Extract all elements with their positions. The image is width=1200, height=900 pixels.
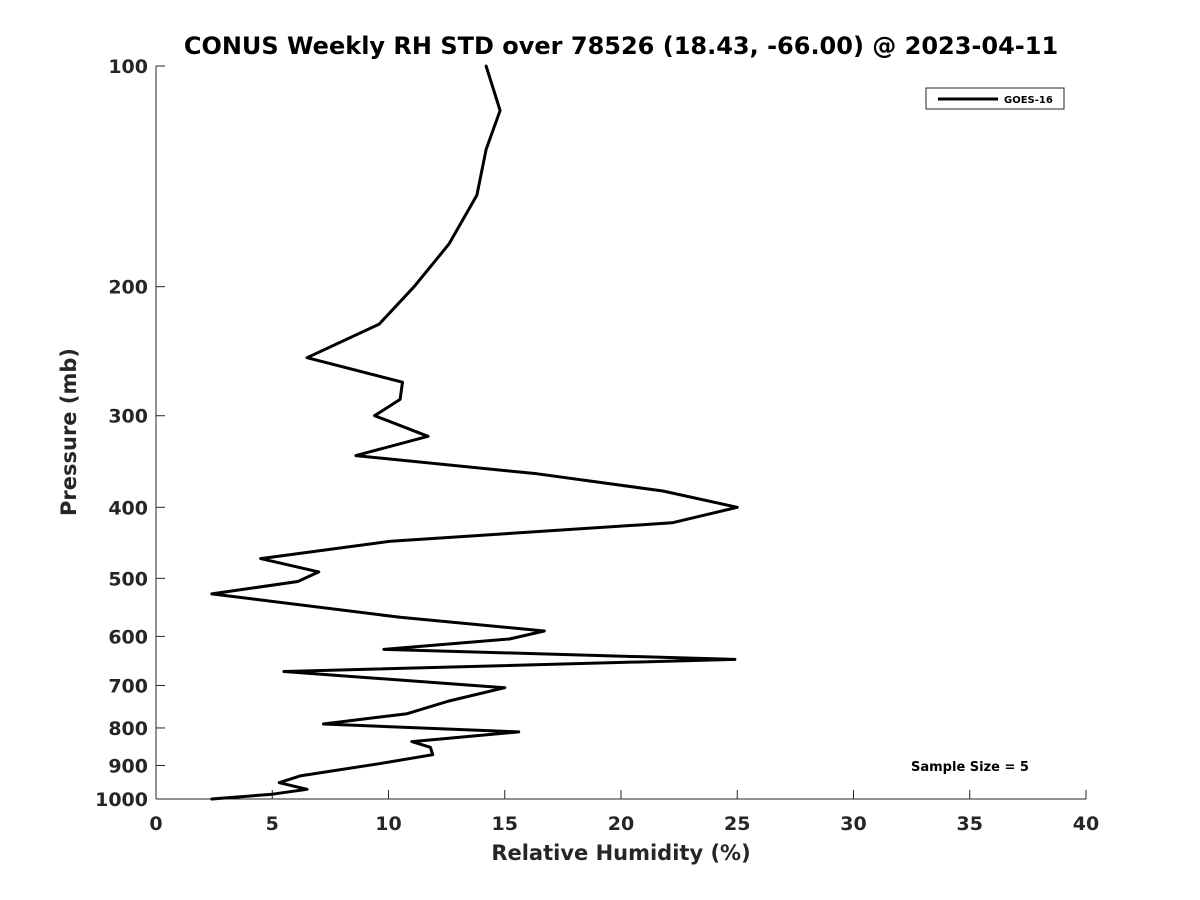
y-tick-label: 700 <box>108 675 148 697</box>
plot-area: 0 5 10 15 20 25 30 35 40 100 200 300 400 500 600 700 80… <box>95 56 1099 835</box>
sample-size-annotation: Sample Size = 5 <box>911 760 1029 775</box>
y-tick-label: 600 <box>108 626 148 648</box>
chart-title: CONUS Weekly RH STD over 78526 (18.43, -… <box>184 32 1058 60</box>
y-tick-label: 400 <box>108 497 148 519</box>
y-tick-label: 900 <box>108 755 148 777</box>
x-tick-label: 25 <box>724 813 750 835</box>
legend-label-goes-16: GOES-16 <box>1004 95 1053 106</box>
x-tick-label: 0 <box>149 813 162 835</box>
y-axis-label: Pressure (mb) <box>57 348 81 516</box>
x-ticks: 0 5 10 15 20 25 30 35 40 <box>149 790 1099 835</box>
series-layer <box>210 64 739 801</box>
x-axis-label: Relative Humidity (%) <box>491 841 750 865</box>
y-tick-label: 100 <box>108 56 148 78</box>
y-tick-label: 800 <box>108 718 148 740</box>
legend[interactable]: GOES-16 <box>925 87 1065 110</box>
x-tick-label: 30 <box>840 813 866 835</box>
y-tick-label: 300 <box>108 406 148 428</box>
x-tick-label: 40 <box>1073 813 1099 835</box>
y-tick-label: 1000 <box>95 789 148 811</box>
y-tick-label: 200 <box>108 277 148 299</box>
x-tick-label: 35 <box>957 813 983 835</box>
series-line-goes-16 <box>210 64 739 801</box>
x-tick-label: 20 <box>608 813 634 835</box>
y-tick-label: 500 <box>108 568 148 590</box>
x-tick-label: 15 <box>492 813 518 835</box>
y-ticks: 100 200 300 400 500 600 700 800 900 1000 <box>95 56 165 811</box>
x-tick-label: 10 <box>375 813 401 835</box>
x-tick-label: 5 <box>266 813 279 835</box>
